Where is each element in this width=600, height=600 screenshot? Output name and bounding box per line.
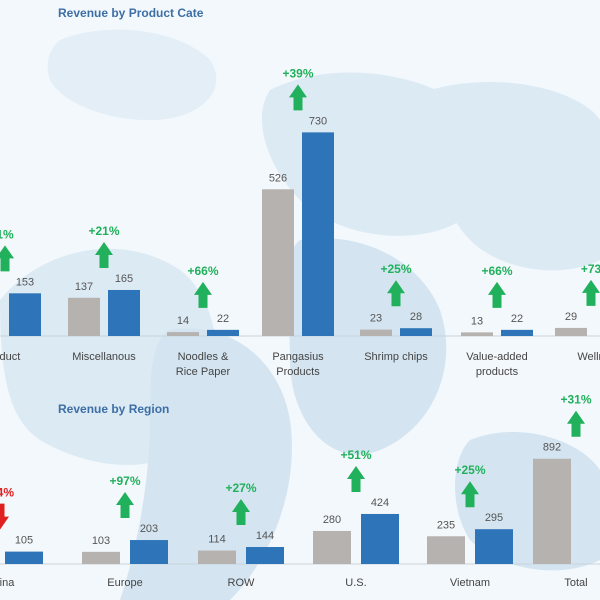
region-bar-prior-5 [533,458,571,564]
region-label-current-1: 203 [140,523,158,535]
region-label-prior-1: 103 [92,535,110,547]
product-change-3: +39% [282,66,313,80]
region-change-1: +97% [109,474,140,488]
product-bar-prior-3 [262,189,294,336]
product-label-prior-6: 29 [565,311,577,323]
region-change-arrow-5 [567,410,585,437]
region-label-current-0: 105 [15,535,33,547]
product-label-current-4: 28 [410,311,422,323]
product-bar-prior-4 [360,329,392,336]
region-category-5: Total [564,577,587,589]
product-bar-current-4 [400,328,432,336]
region-bar-current-2 [246,547,284,564]
region-label-current-2: 144 [256,530,274,542]
region-change-arrow-3 [347,465,365,492]
product-category-0: roduct [0,351,20,363]
product-bar-prior-2 [167,332,199,336]
product-category-1: Miscellanous [72,351,136,363]
product-label-prior-1: 137 [75,281,93,293]
product-change-arrow-3 [289,84,307,111]
region-change-arrow-1 [116,492,134,519]
chart-title-region: Revenue by Region [58,402,170,416]
product-category-4: Shrimp chips [364,351,428,363]
region-label-prior-5: 892 [543,442,561,454]
region-label-current-3: 424 [371,497,389,509]
product-label-current-5: 22 [511,313,523,325]
product-change-2: +66% [187,264,218,278]
product-change-5: +66% [481,264,512,278]
product-change-arrow-6 [582,279,600,306]
product-label-prior-5: 13 [471,315,483,327]
product-change-arrow-2 [194,281,212,308]
product-label-prior-4: 23 [370,313,382,325]
product-category-3-line2: Products [276,366,320,378]
product-bar-current-2 [207,329,239,336]
region-category-4: Vietnam [450,577,490,589]
product-bar-prior-1 [68,297,100,336]
product-bar-prior-5 [461,332,493,336]
region-label-current-4: 295 [485,512,503,524]
product-category-2: Noodles & [178,351,229,363]
region-category-3: U.S. [345,577,366,589]
region-change-0: -34% [0,486,14,500]
region-label-prior-3: 280 [323,514,341,526]
region-change-arrow-4 [461,481,479,508]
region-bar-prior-3 [313,530,351,564]
product-bar-current-1 [108,289,140,336]
region-bar-current-3 [361,513,399,564]
region-bar-prior-1 [82,551,120,564]
product-change-arrow-5 [488,281,506,308]
product-label-current-3: 730 [309,115,327,127]
product-label-current-0: 153 [16,276,34,288]
product-change-0: 1% [0,227,14,241]
product-label-prior-3: 526 [269,172,287,184]
product-category-6: Welln [577,351,600,363]
product-change-6: +73 [581,262,600,276]
product-label-current-1: 165 [115,273,133,285]
region-bar-current-1 [130,540,168,564]
region-change-4: +25% [454,463,485,477]
chart-title-product: Revenue by Product Cate [58,6,204,20]
product-change-arrow-4 [387,280,405,307]
region-bar-current-0 [5,551,43,564]
product-category-5: Value-added [466,351,528,363]
product-bar-current-5 [501,329,533,336]
product-category-2-line2: Rice Paper [176,366,231,378]
product-label-current-2: 22 [217,313,229,325]
product-change-arrow-1 [95,241,113,268]
product-change-4: +25% [380,262,411,276]
region-change-3: +51% [340,448,371,462]
region-label-prior-4: 235 [437,519,455,531]
region-change-arrow-0 [0,503,9,530]
region-category-2: ROW [228,577,256,589]
product-label-prior-2: 14 [177,315,189,327]
product-change-arrow-0 [0,245,14,272]
region-label-prior-2: 114 [208,534,226,546]
region-bar-prior-2 [198,550,236,564]
product-bar-current-0 [9,293,41,336]
region-bar-prior-4 [427,536,465,564]
region-bar-current-4 [475,529,513,564]
product-bar-prior-6 [555,327,587,336]
region-change-5: +31% [560,393,591,407]
region-category-0: China [0,577,15,589]
region-category-1: Europe [107,577,142,589]
product-category-5-line2: products [476,366,519,378]
region-change-arrow-2 [232,499,250,526]
product-bar-current-3 [302,132,334,336]
region-change-2: +27% [225,481,256,495]
product-category-3: Pangasius [272,351,324,363]
product-change-1: +21% [88,224,119,238]
